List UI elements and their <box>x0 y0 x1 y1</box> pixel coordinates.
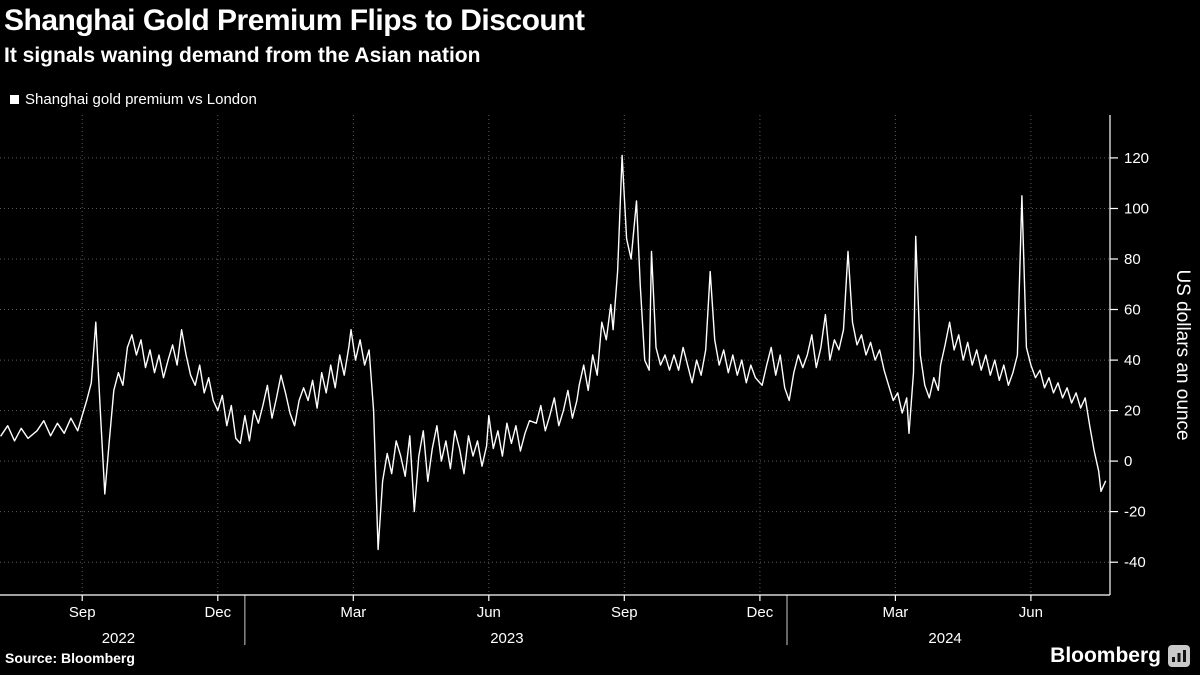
x-tick-label: Jun <box>477 604 501 621</box>
page-title: Shanghai Gold Premium Flips to Discount <box>4 4 585 37</box>
x-tick-label: Dec <box>204 604 231 621</box>
x-tick-label: Sep <box>611 604 638 621</box>
year-label: 2024 <box>928 630 961 647</box>
legend-square-icon <box>10 95 19 104</box>
page-subtitle: It signals waning demand from the Asian … <box>4 44 481 67</box>
y-tick-label: 40 <box>1124 352 1141 369</box>
bloomberg-logo-icon <box>1168 645 1190 667</box>
y-tick-label: 60 <box>1124 302 1141 319</box>
y-tick-label: 120 <box>1124 150 1149 167</box>
y-tick-label: -40 <box>1124 554 1146 571</box>
x-tick-label: Dec <box>747 604 774 621</box>
x-tick-label: Mar <box>340 604 366 621</box>
y-tick-label: 0 <box>1124 453 1132 470</box>
legend: Shanghai gold premium vs London <box>10 91 257 108</box>
premium-line <box>0 154 1107 551</box>
bloomberg-logo: Bloomberg <box>1050 644 1190 668</box>
bloomberg-logo-text: Bloomberg <box>1050 644 1161 667</box>
y-tick-label: -20 <box>1124 504 1146 521</box>
x-tick-label: Jun <box>1019 604 1043 621</box>
legend-label: Shanghai gold premium vs London <box>25 91 257 108</box>
year-label: 2023 <box>490 630 523 647</box>
y-tick-label: 80 <box>1124 251 1141 268</box>
y-axis-title: US dollars an ounce <box>1172 269 1193 440</box>
year-label: 2022 <box>102 630 135 647</box>
source-note: Source: Bloomberg <box>5 650 135 666</box>
x-tick-label: Mar <box>882 604 908 621</box>
x-tick-label: Sep <box>69 604 96 621</box>
y-tick-label: 100 <box>1124 201 1149 218</box>
y-tick-label: 20 <box>1124 403 1141 420</box>
